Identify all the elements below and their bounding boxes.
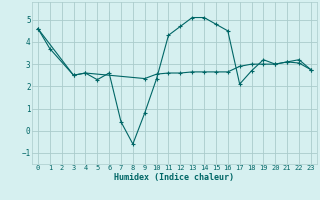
- X-axis label: Humidex (Indice chaleur): Humidex (Indice chaleur): [115, 173, 234, 182]
